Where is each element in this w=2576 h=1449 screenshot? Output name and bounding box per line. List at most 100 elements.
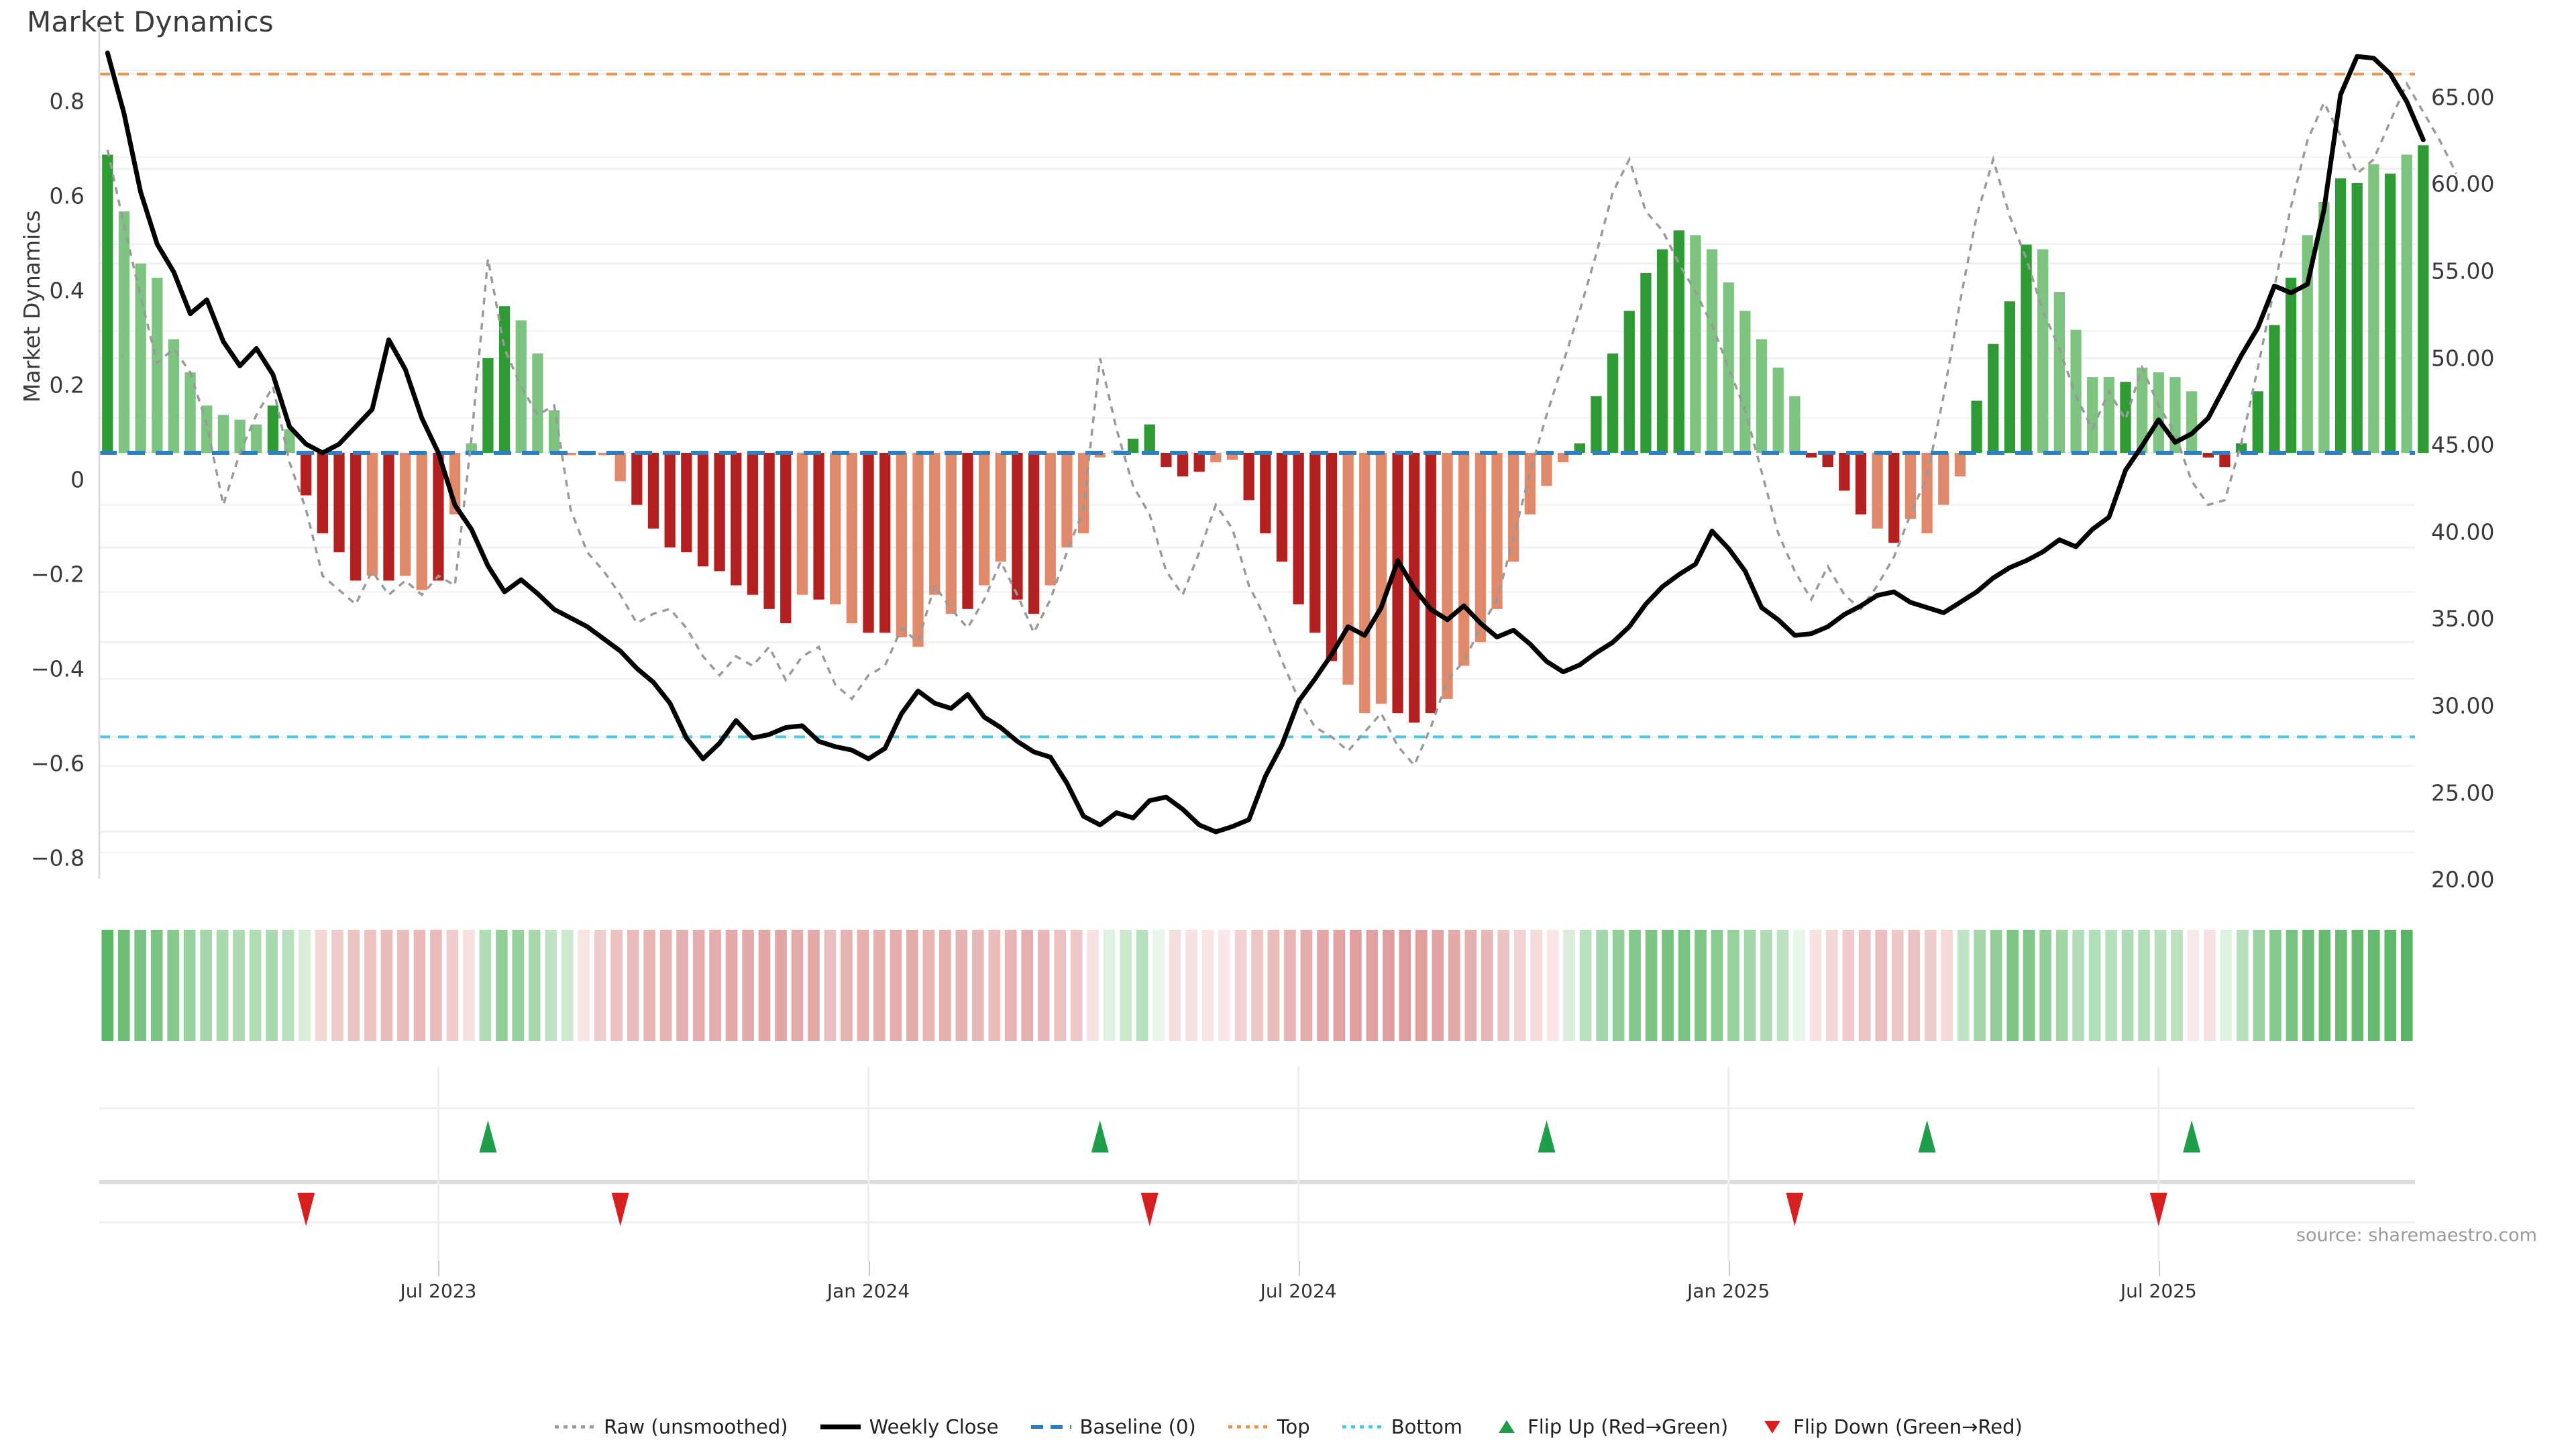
legend-label: Weekly Close xyxy=(869,1415,999,1438)
market-dynamics-bar xyxy=(2285,277,2297,453)
market-dynamics-bar xyxy=(763,453,775,609)
heatmap-cell xyxy=(1004,930,1017,1041)
market-dynamics-bar xyxy=(433,453,444,581)
market-dynamics-bar xyxy=(267,405,279,453)
heatmap-cell xyxy=(117,930,130,1041)
x-axis-tick-mark xyxy=(868,1261,870,1276)
heatmap-cell xyxy=(841,930,853,1041)
baseline-zero-icon xyxy=(1030,1421,1073,1433)
market-dynamics-bar xyxy=(995,453,1006,562)
y-axis-tick-right: 55.00 xyxy=(2431,258,2495,284)
market-dynamics-bar xyxy=(2153,372,2164,453)
legend-label: Flip Down (Green→Red) xyxy=(1793,1415,2023,1438)
heatmap-cell xyxy=(2187,930,2200,1041)
market-dynamics-bar xyxy=(1822,453,1833,468)
market-dynamics-bar xyxy=(912,453,924,647)
heatmap-cell xyxy=(1891,930,1904,1041)
market-dynamics-bar xyxy=(2252,391,2263,453)
market-dynamics-bar xyxy=(1872,453,1883,529)
flip-down-marker xyxy=(1140,1193,1159,1226)
market-dynamics-bar xyxy=(2401,154,2412,453)
market-dynamics-bar xyxy=(1193,453,1205,472)
heatmap-cell xyxy=(1842,930,1855,1041)
heatmap-cell xyxy=(101,930,114,1041)
heatmap-cell xyxy=(1629,930,1641,1041)
legend-item-weekly-close[interactable]: Weekly Close xyxy=(819,1415,999,1438)
heatmap-cell xyxy=(873,930,885,1041)
y-axis-tick-right: 30.00 xyxy=(2431,692,2495,719)
market-dynamics-bar xyxy=(1293,453,1304,604)
heatmap-cell xyxy=(1464,930,1477,1041)
market-dynamics-bar xyxy=(714,453,725,572)
heatmap-cell xyxy=(1333,930,1346,1041)
market-dynamics-bar xyxy=(796,453,808,595)
market-dynamics-bar xyxy=(1342,453,1354,685)
heatmap-cell xyxy=(1234,930,1247,1041)
heatmap-cell xyxy=(1251,930,1263,1041)
market-dynamics-bar xyxy=(1839,453,1850,491)
legend-item-flip-up[interactable]: Flip Up (Red→Green) xyxy=(1493,1415,1728,1438)
heatmap-cell xyxy=(725,930,738,1041)
market-dynamics-bar xyxy=(2004,301,2016,453)
market-dynamics-bar xyxy=(813,453,824,600)
heatmap-cell xyxy=(2384,930,2397,1041)
legend-item-flip-down[interactable]: Flip Down (Green→Red) xyxy=(1759,1415,2023,1438)
market-dynamics-bar xyxy=(201,405,213,453)
heatmap-cell xyxy=(2367,930,2380,1041)
market-dynamics-bar xyxy=(863,453,874,633)
legend-item-baseline-zero[interactable]: Baseline (0) xyxy=(1030,1415,1196,1438)
legend-item-raw-unsmoothed[interactable]: Raw (unsmoothed) xyxy=(553,1415,788,1438)
heatmap-cell xyxy=(1185,930,1197,1041)
legend-label: Top xyxy=(1277,1415,1310,1438)
heatmap-cell xyxy=(1760,930,1772,1041)
market-dynamics-bar xyxy=(102,154,113,453)
heatmap-cell xyxy=(1432,930,1444,1041)
market-dynamics-bar xyxy=(1359,453,1371,714)
market-dynamics-bar xyxy=(284,429,295,453)
heatmap-cell xyxy=(1596,930,1608,1041)
market-dynamics-bar xyxy=(1458,453,1470,666)
market-dynamics-bar xyxy=(1656,249,1668,453)
market-dynamics-bar xyxy=(2384,173,2396,453)
market-dynamics-bar xyxy=(2269,325,2280,453)
heatmap-cell xyxy=(808,930,820,1041)
heatmap-cell xyxy=(1366,930,1379,1041)
heatmap-cell xyxy=(1448,930,1460,1041)
heatmap-cell xyxy=(939,930,951,1041)
heatmap-cell xyxy=(890,930,902,1041)
market-dynamics-bar xyxy=(979,453,990,586)
market-dynamics-bar xyxy=(647,453,659,529)
x-axis-tick: Jan 2024 xyxy=(826,1280,910,1302)
y-axis-tick-right: 65.00 xyxy=(2431,84,2495,111)
heatmap-cell xyxy=(2023,930,2035,1041)
heatmap-cell xyxy=(578,930,590,1041)
market-dynamics-bar xyxy=(1805,453,1817,458)
heatmap-cell xyxy=(430,930,442,1041)
market-dynamics-bar xyxy=(1375,453,1387,704)
flip-up-marker xyxy=(1091,1120,1109,1152)
market-dynamics-bar xyxy=(482,358,494,453)
market-dynamics-bar xyxy=(1524,453,1536,515)
y-axis-tick-right: 50.00 xyxy=(2431,345,2495,372)
heatmap-cell xyxy=(1727,930,1739,1041)
heatmap-cell xyxy=(150,930,163,1041)
weekly-close-line xyxy=(105,50,2426,835)
market-dynamics-bar xyxy=(1144,424,1155,453)
heatmap-cell xyxy=(2006,930,2019,1041)
heatmap-cell xyxy=(627,930,639,1041)
heatmap-cell xyxy=(2253,930,2265,1041)
heatmap-cell xyxy=(1990,930,2002,1041)
market-dynamics-bar xyxy=(598,453,610,455)
flip-down-marker xyxy=(611,1193,629,1226)
legend-item-top[interactable]: Top xyxy=(1227,1415,1310,1438)
legend-item-bottom[interactable]: Bottom xyxy=(1341,1415,1462,1438)
market-dynamics-bar xyxy=(400,453,411,576)
x-axis-tick-mark xyxy=(1728,1261,1730,1276)
market-dynamics-bar xyxy=(317,453,329,533)
legend-label: Baseline (0) xyxy=(1079,1415,1196,1438)
heatmap-cell xyxy=(528,930,541,1041)
heatmap-cell xyxy=(463,930,475,1041)
market-dynamics-bar xyxy=(1474,453,1487,643)
market-dynamics-bar xyxy=(217,415,229,453)
